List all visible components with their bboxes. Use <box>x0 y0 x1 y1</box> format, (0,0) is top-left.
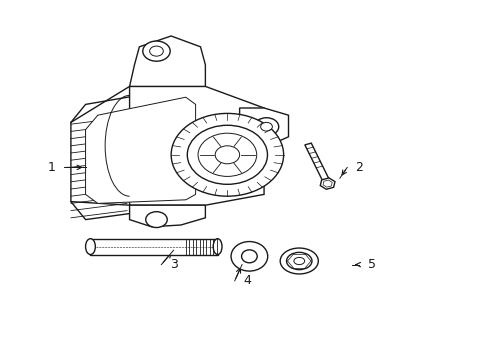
Polygon shape <box>323 180 331 187</box>
Circle shape <box>215 146 239 164</box>
Text: 5: 5 <box>367 258 375 271</box>
Polygon shape <box>129 36 205 86</box>
Ellipse shape <box>241 250 257 263</box>
Ellipse shape <box>286 252 311 270</box>
Circle shape <box>260 122 272 131</box>
Text: 2: 2 <box>355 161 363 174</box>
Circle shape <box>198 133 256 176</box>
Circle shape <box>149 46 163 56</box>
Circle shape <box>142 41 170 61</box>
Polygon shape <box>85 97 195 203</box>
Circle shape <box>171 113 283 196</box>
Text: 3: 3 <box>169 258 177 271</box>
Circle shape <box>145 212 167 228</box>
Polygon shape <box>129 205 205 227</box>
Polygon shape <box>304 143 330 184</box>
Text: 1: 1 <box>47 161 55 174</box>
Polygon shape <box>129 86 264 205</box>
Polygon shape <box>239 108 288 148</box>
Circle shape <box>187 125 267 184</box>
Polygon shape <box>320 178 334 189</box>
Ellipse shape <box>85 239 95 255</box>
Ellipse shape <box>293 257 304 265</box>
Ellipse shape <box>231 242 267 271</box>
Ellipse shape <box>280 248 318 274</box>
Polygon shape <box>90 239 217 255</box>
Text: 4: 4 <box>243 274 250 287</box>
Ellipse shape <box>213 239 222 255</box>
Circle shape <box>254 118 278 136</box>
Polygon shape <box>71 86 205 220</box>
